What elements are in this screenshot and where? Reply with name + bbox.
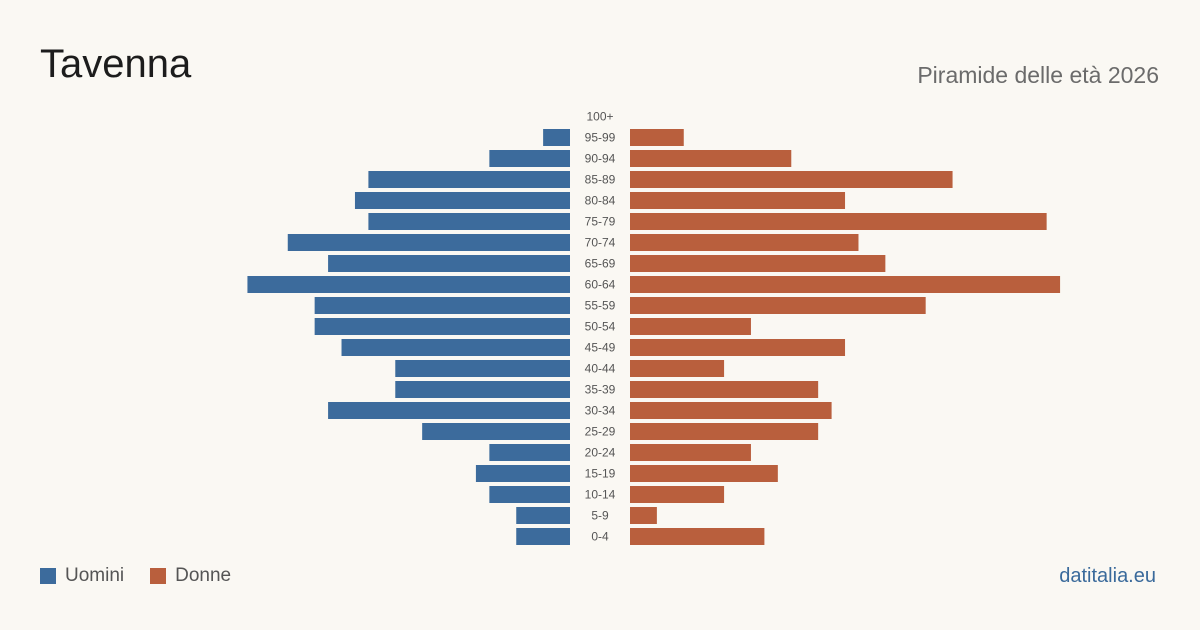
age-tick-label: 5-9 <box>591 509 609 523</box>
legend-item-men: Uomini <box>40 565 124 587</box>
age-tick-label: 25-29 <box>585 425 616 439</box>
age-tick-label: 60-64 <box>585 278 616 292</box>
bar-women-80-84 <box>630 192 846 209</box>
bar-women-70-74 <box>630 234 859 251</box>
bar-women-45-49 <box>630 339 846 356</box>
age-tick-label: 90-94 <box>585 152 616 166</box>
bar-men-40-44 <box>395 360 570 377</box>
bar-women-40-44 <box>630 360 725 377</box>
bar-women-0-4 <box>630 528 765 545</box>
age-tick-label: 75-79 <box>585 215 616 229</box>
bar-women-95-99 <box>630 129 684 146</box>
bar-men-0-4 <box>516 528 570 545</box>
bar-women-10-14 <box>630 486 725 503</box>
chart-title: Tavenna <box>40 42 192 86</box>
legend-label-men: Uomini <box>65 565 125 586</box>
bar-men-90-94 <box>489 150 570 167</box>
legend-swatch-men <box>40 568 56 584</box>
age-tick-label: 20-24 <box>585 446 616 460</box>
age-tick-label: 80-84 <box>585 194 616 208</box>
bar-men-25-29 <box>422 423 570 440</box>
age-tick-label: 100+ <box>586 110 613 124</box>
age-tick-label: 10-14 <box>585 488 616 502</box>
bar-men-10-14 <box>489 486 570 503</box>
age-tick-label: 45-49 <box>585 341 616 355</box>
source-link[interactable]: datitalia.eu <box>1059 565 1156 587</box>
bar-men-70-74 <box>287 234 570 251</box>
chart-legend: Uomini Donne <box>40 565 257 587</box>
bar-men-15-19 <box>475 465 570 482</box>
age-tick-label: 15-19 <box>585 467 616 481</box>
bar-men-75-79 <box>368 213 570 230</box>
bar-men-80-84 <box>354 192 570 209</box>
age-tick-label: 50-54 <box>585 320 616 334</box>
bar-women-90-94 <box>630 150 792 167</box>
bar-men-65-69 <box>328 255 570 272</box>
bar-men-85-89 <box>368 171 570 188</box>
age-tick-label: 65-69 <box>585 257 616 271</box>
bar-men-35-39 <box>395 381 570 398</box>
bar-men-20-24 <box>489 444 570 461</box>
bar-women-75-79 <box>630 213 1047 230</box>
bar-men-50-54 <box>314 318 570 335</box>
bar-men-5-9 <box>516 507 570 524</box>
bar-women-55-59 <box>630 297 926 314</box>
bar-men-95-99 <box>543 129 570 146</box>
age-tick-label: 95-99 <box>585 131 616 145</box>
bar-women-15-19 <box>630 465 778 482</box>
bar-men-30-34 <box>328 402 570 419</box>
bar-women-5-9 <box>630 507 657 524</box>
age-tick-label: 55-59 <box>585 299 616 313</box>
bar-men-45-49 <box>341 339 570 356</box>
bar-women-50-54 <box>630 318 751 335</box>
bar-men-60-64 <box>247 276 570 293</box>
legend-swatch-women <box>150 568 167 584</box>
bar-women-65-69 <box>630 255 886 272</box>
age-tick-label: 70-74 <box>585 236 616 250</box>
age-tick-label: 35-39 <box>585 383 616 397</box>
bar-women-85-89 <box>630 171 953 188</box>
age-tick-label: 40-44 <box>585 362 616 376</box>
age-tick-label: 30-34 <box>585 404 616 418</box>
age-tick-label: 85-89 <box>585 173 616 187</box>
chart-subtitle: Piramide delle età 2026 <box>917 62 1159 88</box>
bar-women-25-29 <box>630 423 819 440</box>
bar-women-60-64 <box>630 276 1061 293</box>
bar-women-20-24 <box>630 444 751 461</box>
bar-women-35-39 <box>630 381 819 398</box>
legend-label-women: Donne <box>175 565 232 586</box>
bar-women-30-34 <box>630 402 832 419</box>
age-tick-label: 0-4 <box>591 530 609 544</box>
legend-item-women: Donne <box>150 565 231 587</box>
bar-men-55-59 <box>314 297 570 314</box>
